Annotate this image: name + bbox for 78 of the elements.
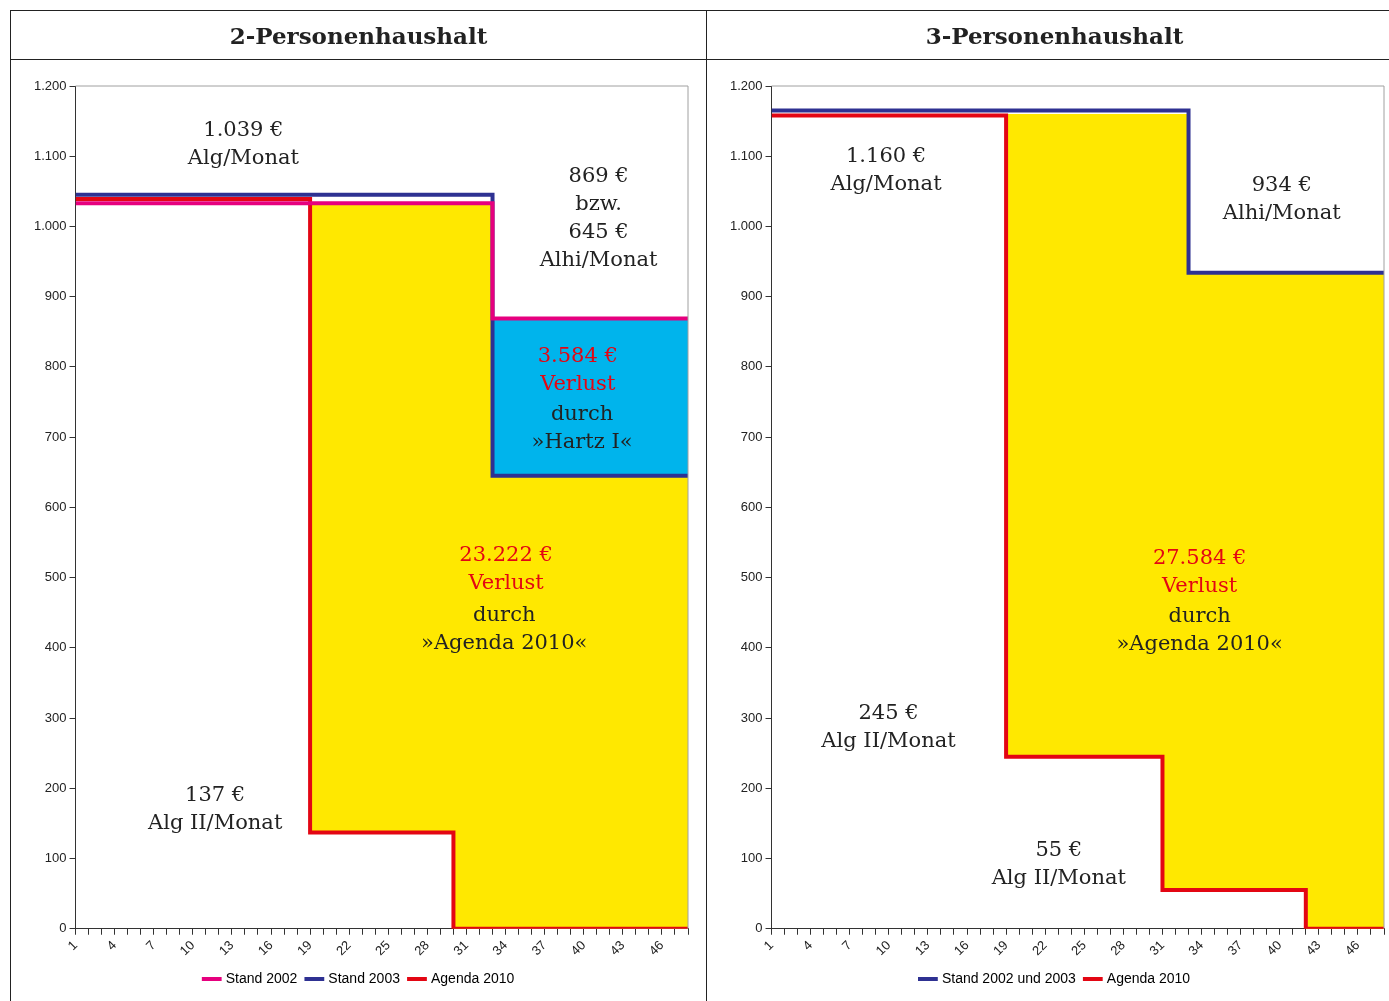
x-tick-label: 37 <box>1224 937 1246 959</box>
annotation: 869 € bzw. 645 € Alhi/Monat <box>538 162 659 271</box>
y-tick-label: 600 <box>740 498 763 514</box>
x-tick-label: 16 <box>254 937 276 959</box>
x-tick-label: 1 <box>760 937 777 954</box>
annotation: 55 € Alg II/Monat <box>990 837 1127 890</box>
y-tick-label: 400 <box>740 639 763 655</box>
chart-title: 3-Personenhaushalt <box>707 11 1389 60</box>
x-tick-label: 34 <box>489 937 511 959</box>
x-tick-label: 46 <box>1341 937 1363 959</box>
y-tick-label: 100 <box>740 850 763 866</box>
y-tick-label: 700 <box>44 428 67 444</box>
y-tick-label: 900 <box>44 288 67 304</box>
x-tick-label: 10 <box>176 937 198 959</box>
x-tick-label: 34 <box>1185 937 1207 959</box>
x-tick-label: 46 <box>645 937 667 959</box>
y-tick-label: 500 <box>740 569 763 585</box>
y-tick-label: 300 <box>44 709 67 725</box>
annotation: 1.039 € Alg/Monat <box>186 116 300 169</box>
legend-label: Agenda 2010 <box>1106 969 1191 986</box>
y-tick-label: 800 <box>740 358 763 374</box>
x-tick-label: 22 <box>333 937 354 959</box>
annotation: durch »Agenda 2010« <box>1116 602 1283 655</box>
y-tick-label: 700 <box>740 428 763 444</box>
x-tick-label: 13 <box>911 937 933 959</box>
y-tick-label: 500 <box>44 569 67 585</box>
x-tick-label: 4 <box>799 937 816 954</box>
x-tick-label: 7 <box>142 937 159 954</box>
legend-label: Stand 2002 <box>225 969 298 986</box>
x-tick-label: 4 <box>103 937 120 954</box>
legend-label: Stand 2003 <box>328 969 401 986</box>
annotation: durch »Agenda 2010« <box>421 602 588 655</box>
y-tick-label: 0 <box>755 920 763 936</box>
x-tick-label: 7 <box>838 937 855 954</box>
x-tick-label: 10 <box>872 937 894 959</box>
y-tick-label: 200 <box>740 779 763 795</box>
x-tick-label: 31 <box>1146 937 1168 959</box>
x-tick-label: 28 <box>1107 937 1129 959</box>
x-tick-label: 40 <box>567 937 589 959</box>
y-tick-label: 1.100 <box>33 147 67 163</box>
annotation: 245 € Alg II/Monat <box>820 699 957 752</box>
y-tick-label: 1.000 <box>33 218 67 234</box>
x-tick-label: 13 <box>215 937 237 959</box>
x-tick-label: 43 <box>606 937 628 959</box>
legend-label: Agenda 2010 <box>430 969 515 986</box>
x-tick-label: 16 <box>950 937 972 959</box>
chart-title: 2-Personenhaushalt <box>11 11 706 60</box>
y-tick-label: 100 <box>44 850 67 866</box>
x-tick-label: 43 <box>1302 937 1324 959</box>
y-tick-label: 800 <box>44 358 67 374</box>
y-tick-label: 300 <box>740 709 763 725</box>
annotation: durch »Hartz I« <box>531 400 633 453</box>
x-tick-label: 40 <box>1263 937 1285 959</box>
y-tick-label: 1.100 <box>729 147 763 163</box>
y-tick-label: 600 <box>44 498 67 514</box>
y-tick-label: 1.000 <box>729 218 763 234</box>
y-tick-label: 0 <box>59 920 67 936</box>
annotation: 934 € Alhi/Monat <box>1221 172 1342 225</box>
legend-label: Stand 2002 und 2003 <box>941 969 1077 986</box>
annotation: 1.160 € Alg/Monat <box>829 142 943 195</box>
x-tick-label: 31 <box>450 937 472 959</box>
y-tick-label: 1.200 <box>729 77 763 93</box>
y-tick-label: 1.200 <box>33 77 67 93</box>
x-tick-label: 19 <box>293 937 315 959</box>
x-tick-label: 28 <box>411 937 433 959</box>
annotation: 23.222 € Verlust <box>459 542 553 595</box>
annotation: 137 € Alg II/Monat <box>147 782 283 835</box>
annotation: 27.584 € Verlust <box>1152 544 1247 597</box>
x-tick-label: 25 <box>372 937 393 959</box>
x-tick-label: 19 <box>989 937 1011 959</box>
y-tick-label: 200 <box>44 779 67 795</box>
y-tick-label: 900 <box>740 288 763 304</box>
x-tick-label: 37 <box>528 937 550 959</box>
x-tick-label: 25 <box>1068 937 1089 959</box>
x-tick-label: 22 <box>1029 937 1050 959</box>
x-tick-label: 1 <box>64 937 81 954</box>
y-tick-label: 400 <box>44 639 67 655</box>
annotation: 3.584 € Verlust <box>537 343 618 396</box>
